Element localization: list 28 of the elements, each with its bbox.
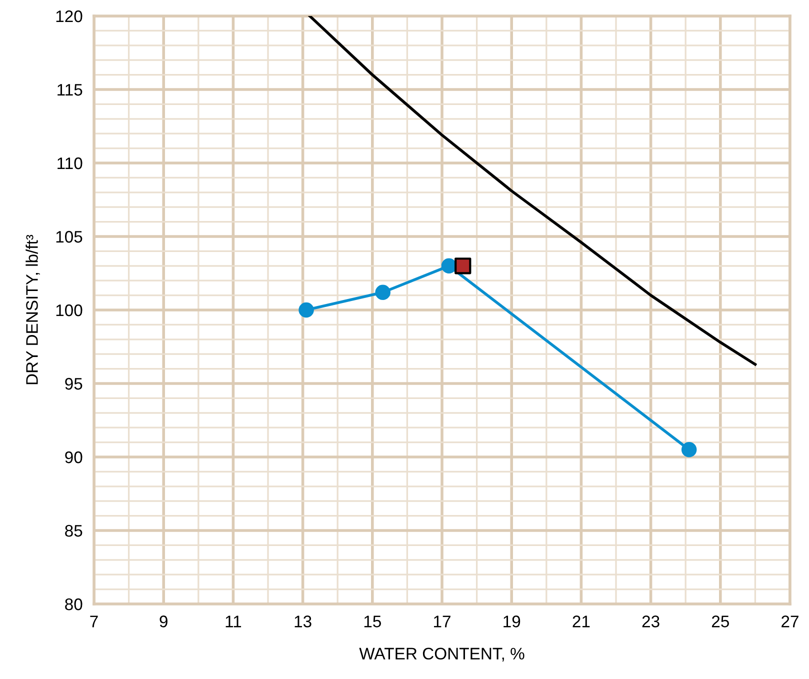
point — [681, 442, 697, 458]
point — [441, 258, 457, 274]
x-tick-label: 15 — [364, 616, 381, 628]
x-tick-label: 13 — [294, 616, 312, 628]
x-axis-title: WATER CONTENT, % — [359, 648, 524, 662]
y-tick-label: 110 — [58, 157, 82, 170]
line-series — [308, 16, 757, 366]
x-tick-label: 7 — [90, 616, 98, 628]
x-tick-label: 19 — [504, 616, 520, 628]
y-tick-label: 115 — [58, 84, 82, 96]
y-tick-label: 85 — [65, 524, 82, 537]
y-tick-label: 90 — [65, 451, 82, 464]
y-tick-label: 120 — [56, 10, 82, 22]
point — [298, 302, 314, 318]
x-tick-label: 27 — [782, 616, 798, 628]
x-tick-label: 25 — [712, 616, 729, 628]
x-tick-label: 9 — [160, 616, 168, 628]
point — [454, 258, 472, 274]
y-tick-label: 100 — [56, 304, 82, 316]
y-tick-label: 95 — [65, 378, 82, 390]
point — [375, 284, 390, 300]
x-tick-label: 11 — [226, 616, 242, 628]
x-tick-label: 21 — [572, 616, 590, 628]
y-axis-title: DRY DENSITY, lb/ft³ — [26, 234, 40, 384]
y-tick-label: 105 — [56, 230, 82, 243]
x-tick-label: 23 — [642, 616, 660, 628]
y-tick-label: 80 — [65, 598, 82, 610]
x-tick-label: 17 — [434, 616, 450, 628]
